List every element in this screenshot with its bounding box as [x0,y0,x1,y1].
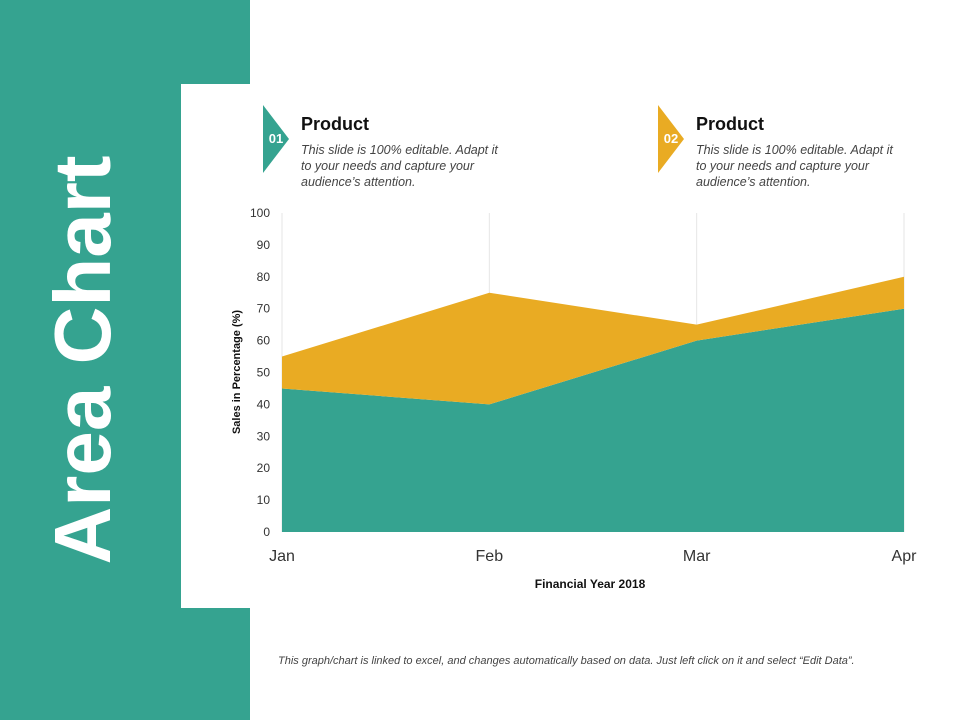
x-tick-label: Jan [269,548,295,565]
marker-01-shape [263,105,289,173]
y-tick-label: 80 [257,270,271,284]
area-series-2 [282,276,904,405]
y-tick-label: 60 [257,334,271,348]
marker-02-number: 02 [663,131,679,146]
marker-01: 01 [263,105,293,173]
x-tick-label: Mar [683,548,711,565]
y-tick-label: 40 [257,397,271,411]
item-01-title: Product [301,114,370,134]
item-02-description: This slide is 100% editable. Adapt it to… [696,143,893,189]
y-tick-label: 20 [257,461,271,475]
y-tick-label: 50 [257,366,271,380]
item-01-description: This slide is 100% editable. Adapt it to… [301,143,498,189]
y-tick-label: 70 [257,302,271,316]
y-tick-label: 0 [263,525,270,539]
y-tick-label: 100 [250,206,270,220]
area-chart: 0 10 20 30 40 50 60 70 80 90 100 Jan Feb Mar Apr Financ… [231,206,918,591]
x-axis-label: Financial Year 2018 [535,577,646,591]
slide-title: Area Chart [38,155,127,565]
x-tick-label: Feb [476,548,504,565]
y-tick-label: 10 [257,493,271,507]
item-02-title: Product [696,114,765,134]
marker-02-shape [658,105,684,173]
y-tick-label: 90 [257,238,271,252]
white-panel [181,84,251,608]
area-series-1 [282,308,904,532]
footer-note: This graph/chart is linked to excel, and… [278,655,855,667]
marker-01-number: 01 [268,131,284,146]
y-axis-label: Sales in Percentage (%) [231,310,243,434]
marker-02: 02 [658,105,688,173]
x-tick-label: Apr [892,548,918,565]
y-tick-label: 30 [257,429,271,443]
